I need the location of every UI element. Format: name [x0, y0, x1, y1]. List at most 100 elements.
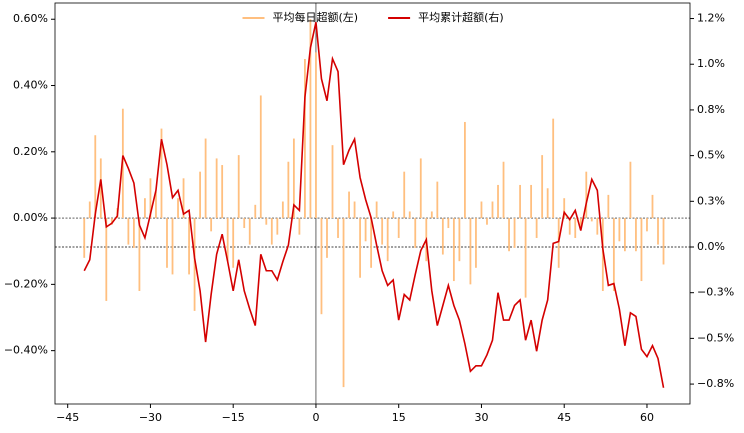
y-tick-label: 0.40%	[13, 79, 48, 92]
bar	[132, 218, 135, 248]
bar	[298, 218, 301, 235]
bar	[149, 178, 152, 219]
bar	[364, 218, 367, 242]
x-tick-label: 30	[474, 411, 488, 424]
bar	[88, 201, 91, 219]
bar	[237, 155, 240, 219]
bar	[337, 218, 339, 238]
bar	[204, 138, 207, 219]
bar	[524, 218, 527, 298]
bar	[83, 218, 86, 258]
bar	[99, 158, 102, 219]
bar	[254, 204, 257, 219]
bar	[513, 218, 516, 248]
y2-tick-label: 1.0%	[697, 57, 725, 70]
bar	[574, 218, 577, 238]
y2-tick-label: 1.2%	[697, 12, 725, 25]
bar	[419, 158, 422, 219]
y2-tick-label: −0.3%	[697, 286, 734, 299]
bar	[171, 218, 174, 275]
bar	[563, 198, 566, 219]
bar	[552, 118, 555, 219]
bar	[359, 218, 361, 278]
y-tick-label: 0.60%	[13, 12, 48, 25]
bar	[662, 218, 665, 265]
bar	[342, 218, 345, 388]
bar	[530, 184, 533, 219]
bar	[469, 218, 472, 285]
bar	[199, 171, 201, 219]
bar	[381, 218, 384, 245]
bar	[585, 171, 588, 219]
bar	[265, 218, 268, 225]
bar	[221, 165, 224, 219]
bar	[441, 218, 444, 255]
bar	[397, 218, 400, 238]
bar	[353, 201, 356, 219]
y2-tick-label: −0.5%	[697, 331, 734, 344]
bar	[210, 218, 213, 232]
bar	[177, 198, 179, 219]
bar	[144, 198, 146, 219]
bar	[579, 218, 582, 229]
bar	[94, 135, 97, 219]
y-tick-label: 0.00%	[13, 211, 48, 224]
bar	[480, 201, 483, 219]
bar	[596, 218, 599, 235]
bar	[430, 211, 433, 219]
bar	[601, 218, 604, 291]
x-tick-label: −45	[56, 411, 79, 424]
bar	[486, 218, 488, 225]
bar	[464, 121, 466, 219]
bar	[502, 161, 505, 219]
x-tick-label: 45	[557, 411, 571, 424]
bar	[248, 218, 251, 245]
y2-tick-label: 0.3%	[697, 194, 725, 207]
bar	[447, 218, 450, 229]
y2-tick-label: 0.8%	[697, 103, 725, 116]
bar	[326, 218, 328, 258]
x-tick-label: 15	[392, 411, 406, 424]
bar	[657, 218, 659, 245]
bar	[624, 218, 626, 252]
bar	[243, 218, 246, 229]
bar	[304, 59, 306, 219]
bar	[226, 218, 229, 262]
bar	[508, 218, 510, 252]
bar	[497, 184, 499, 219]
bar	[386, 218, 389, 262]
bar	[188, 218, 190, 275]
x-tick-label: −30	[139, 411, 162, 424]
bar	[281, 201, 284, 219]
x-tick-label: 0	[312, 411, 319, 424]
y2-tick-label: 0.5%	[697, 149, 725, 162]
bar	[408, 211, 411, 219]
y-tick-label: 0.20%	[13, 145, 48, 158]
bar	[557, 218, 560, 268]
y2-tick-label: −0.8%	[697, 377, 734, 390]
bar	[348, 191, 350, 219]
legend-label: 平均每日超额(左)	[273, 10, 359, 24]
bar	[138, 218, 141, 291]
bar	[535, 218, 538, 238]
bar	[651, 194, 654, 219]
bar	[414, 218, 417, 248]
bar	[629, 161, 632, 219]
bar	[276, 218, 279, 235]
bar	[607, 194, 610, 219]
bar	[166, 218, 168, 268]
bar	[127, 218, 130, 245]
bar	[392, 211, 395, 219]
bar	[519, 184, 521, 219]
bar	[287, 161, 290, 219]
bar	[568, 218, 571, 235]
bar	[320, 218, 323, 315]
bar	[612, 218, 615, 291]
bar	[155, 191, 157, 219]
legend-label: 平均累计超额(右)	[418, 10, 504, 24]
bar	[193, 218, 196, 311]
bar	[110, 218, 113, 225]
x-tick-label: 60	[640, 411, 654, 424]
bar	[640, 218, 643, 282]
